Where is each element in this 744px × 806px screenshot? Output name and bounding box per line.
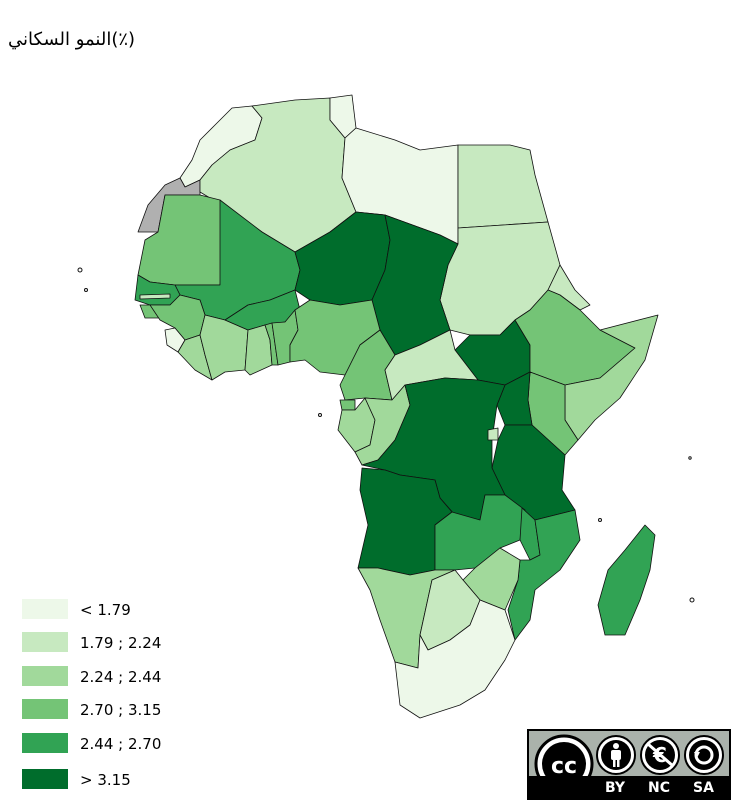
sa-share-alike-icon xyxy=(684,735,724,775)
nc-no-currency-icon: € xyxy=(640,735,680,775)
legend-swatch xyxy=(22,733,68,753)
legend-swatch xyxy=(22,769,68,789)
map-title: النمو السكاني(٪) xyxy=(8,29,136,50)
legend-swatch xyxy=(22,666,68,686)
legend-label: 1.79 ; 2.24 xyxy=(80,634,162,652)
legend-item: 1.79 ; 2.24 xyxy=(22,632,242,654)
cc-by-label: BY xyxy=(605,780,626,796)
by-person-icon xyxy=(596,735,636,775)
island-mauritius xyxy=(689,597,695,603)
legend-item: > 3.15 xyxy=(22,769,242,791)
region-togo xyxy=(264,322,279,366)
region-egypt xyxy=(457,144,549,229)
legend-label: > 3.15 xyxy=(80,771,131,789)
region-gambia xyxy=(139,293,171,300)
island-canary xyxy=(77,267,83,273)
legend-item: < 1.79 xyxy=(22,599,242,621)
cc-label-strip: BY NC SA xyxy=(529,776,729,798)
region-madagascar xyxy=(597,524,656,636)
region-rwanda xyxy=(487,427,499,441)
legend-label: < 1.79 xyxy=(80,601,131,619)
region-zambia xyxy=(434,494,526,571)
cc-sa-label: SA xyxy=(693,780,714,796)
island-comoros xyxy=(598,518,602,522)
legend-label: 2.70 ; 3.15 xyxy=(80,701,162,719)
cc-text: cc xyxy=(551,754,577,779)
cc-license-badge: cc € BY NC SA xyxy=(527,729,731,800)
island-sao-tome xyxy=(318,413,322,417)
legend-label: 2.24 ; 2.44 xyxy=(80,668,162,686)
legend-item: 2.44 ; 2.70 xyxy=(22,733,242,755)
legend-item: 2.70 ; 3.15 xyxy=(22,699,242,721)
legend-label: 2.44 ; 2.70 xyxy=(80,735,162,753)
island-seychelles xyxy=(688,456,692,460)
legend-item: 2.24 ; 2.44 xyxy=(22,666,242,688)
legend-swatch xyxy=(22,699,68,719)
region-south-africa xyxy=(394,599,516,719)
legend-swatch xyxy=(22,632,68,652)
island-cape-verde xyxy=(84,288,88,292)
cc-nc-label: NC xyxy=(648,780,670,796)
legend-swatch xyxy=(22,599,68,619)
region-equatorial-guinea xyxy=(339,399,356,411)
